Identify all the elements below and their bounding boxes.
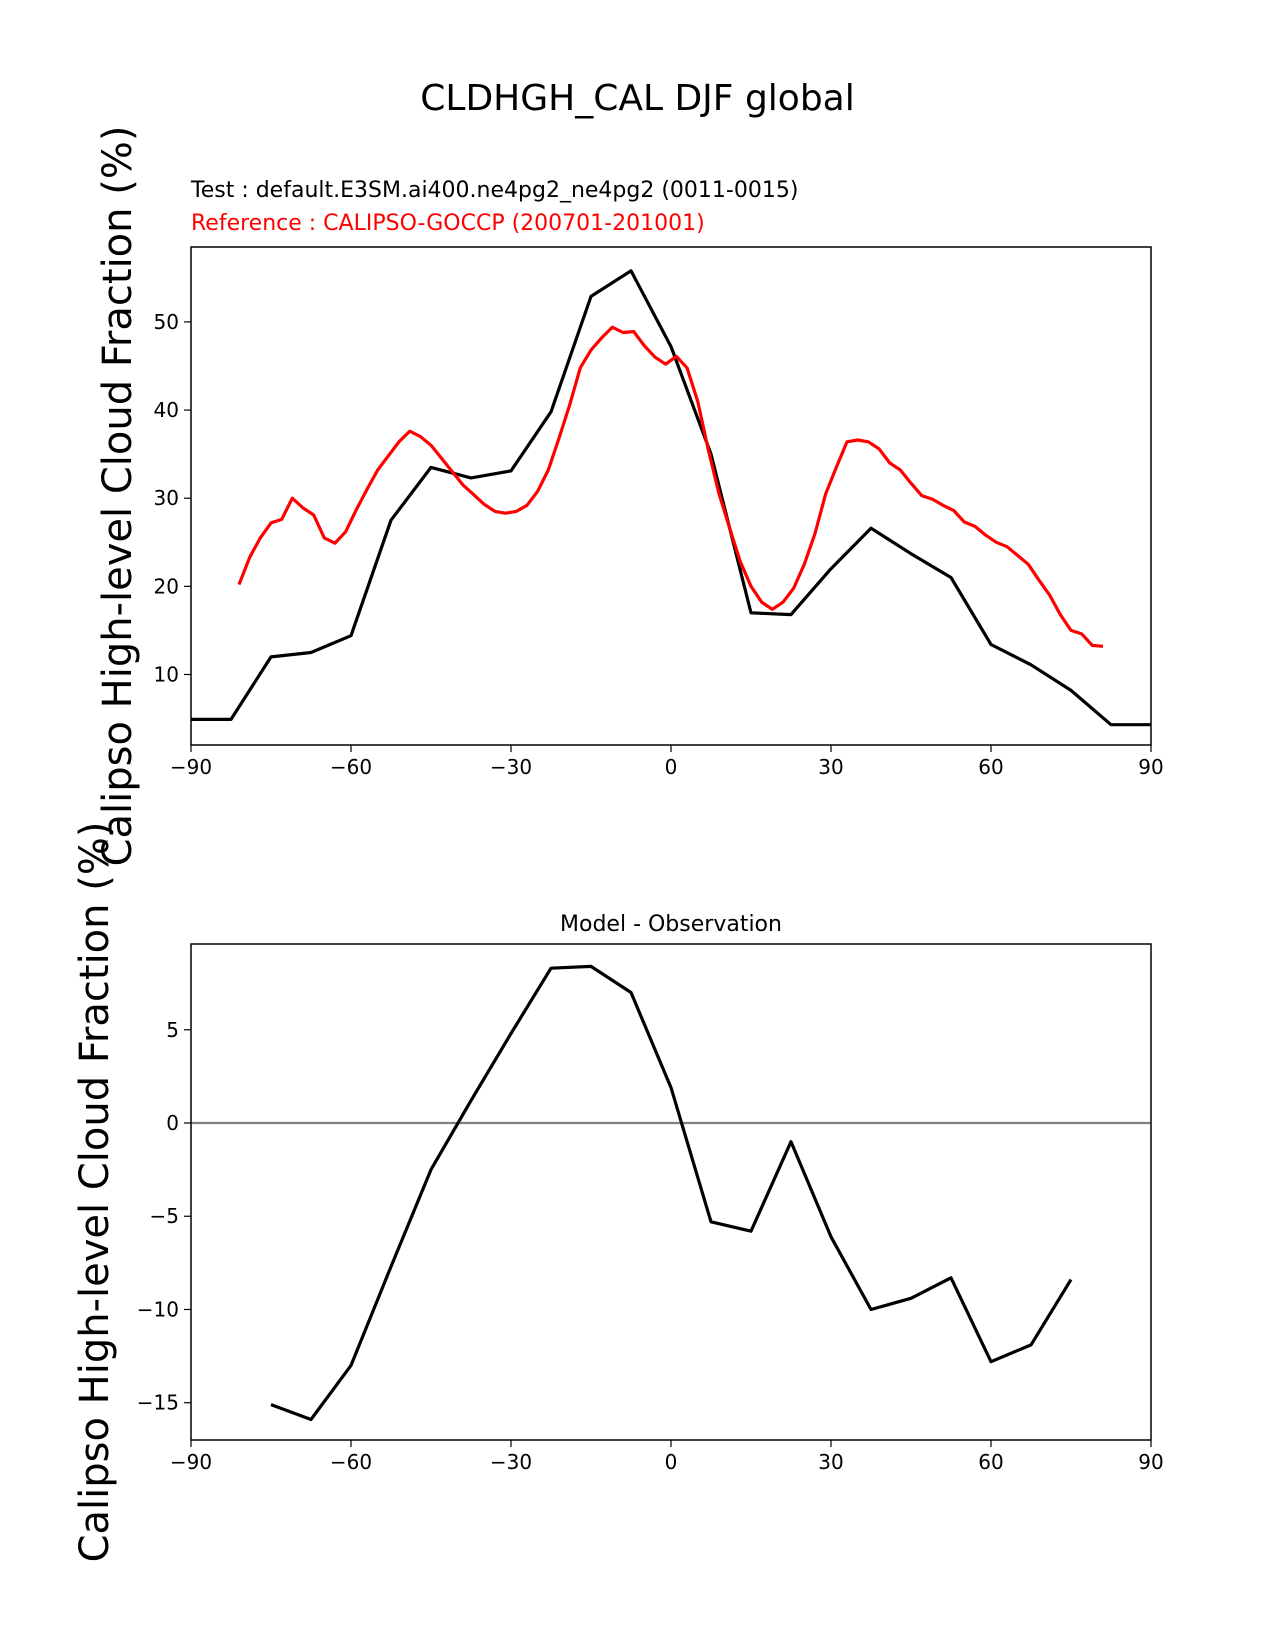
difference-y-axis-label: Calipso High-level Cloud Fraction (%) bbox=[72, 822, 118, 1563]
difference-x-tick-label: 0 bbox=[665, 1450, 678, 1474]
main-series-reference bbox=[237, 325, 1104, 648]
difference-x-tick-label: −30 bbox=[490, 1450, 532, 1474]
difference-x-tick-label: 30 bbox=[818, 1450, 843, 1474]
main-x-tick-label: 90 bbox=[1138, 755, 1163, 779]
main-y-tick-label: 20 bbox=[154, 574, 179, 598]
main-y-axis-label: Calipso High-level Cloud Fraction (%) bbox=[95, 126, 141, 867]
main-y-tick-label: 40 bbox=[154, 398, 179, 422]
main-x-tick-label: −30 bbox=[490, 755, 532, 779]
main-series-test bbox=[191, 269, 1151, 727]
main-x-tick-label: −90 bbox=[170, 755, 212, 779]
main-y-tick-label: 30 bbox=[154, 486, 179, 510]
difference-title: Model - Observation bbox=[560, 912, 782, 937]
main-x-tick-label: 60 bbox=[978, 755, 1003, 779]
main-y-tick-label: 50 bbox=[154, 310, 179, 334]
difference-x-tick-label: 60 bbox=[978, 1450, 1003, 1474]
main-panel: Test : default.E3SM.ai400.ne4pg2_ne4pg2 … bbox=[95, 126, 1164, 867]
reference-label: Reference : CALIPSO-GOCCP (200701-201001… bbox=[191, 211, 705, 236]
test-label: Test : default.E3SM.ai400.ne4pg2_ne4pg2 … bbox=[190, 178, 798, 203]
figure-title: CLDHGH_CAL DJF global bbox=[420, 78, 855, 119]
difference-y-tick-label: −10 bbox=[137, 1297, 179, 1321]
difference-y-tick-label: 5 bbox=[166, 1018, 179, 1042]
difference-x-tick-label: −90 bbox=[170, 1450, 212, 1474]
main-y-tick-label: 10 bbox=[154, 662, 179, 686]
difference-plot-area: −90 −60 −30 0 30 60 90 −15 −10 −5 0 5 bbox=[137, 964, 1164, 1474]
main-x-tick-label: −60 bbox=[330, 755, 372, 779]
difference-y-tick-label: −5 bbox=[150, 1204, 179, 1228]
difference-series-model-observation bbox=[270, 964, 1073, 1422]
difference-axes-frame bbox=[190, 943, 1152, 1441]
difference-x-tick-label: −60 bbox=[330, 1450, 372, 1474]
main-x-tick-label: 30 bbox=[818, 755, 843, 779]
difference-panel: Model - Observation −90 −60 −30 0 30 60 90−15−… bbox=[72, 822, 1164, 1563]
main-plot-area: −90 −60 −30 0 30 60 90 10 20 30 40 50 bbox=[154, 269, 1164, 779]
difference-x-tick-label: 90 bbox=[1138, 1450, 1163, 1474]
difference-y-tick-label: −15 bbox=[137, 1391, 179, 1415]
difference-y-tick-label: 0 bbox=[166, 1111, 179, 1135]
main-x-tick-label: 0 bbox=[665, 755, 678, 779]
main-axes-frame bbox=[190, 246, 1152, 746]
